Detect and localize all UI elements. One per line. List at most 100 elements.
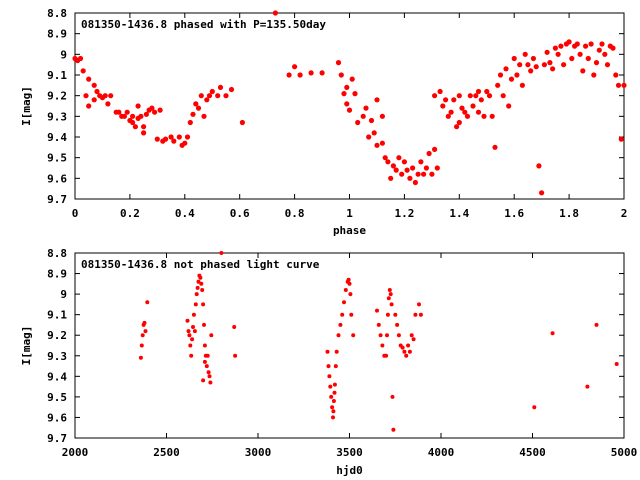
data-point [202,343,207,348]
data-point [577,51,583,57]
data-point [593,60,600,66]
x-tick-label: 1.2 [394,207,414,220]
data-point [187,333,192,338]
data-point [341,91,347,97]
data-point [308,70,314,76]
data-point [124,109,130,115]
data-point [596,47,602,53]
data-point [219,251,224,255]
data-point [566,39,572,45]
data-point [517,62,523,68]
y-tick-label: 9.1 [47,69,67,82]
data-point [484,88,490,95]
top-x-axis-label: phase [333,224,366,237]
data-point [385,159,391,165]
data-point [418,159,424,165]
data-point [83,93,89,99]
data-point [352,91,358,97]
data-point [434,165,440,171]
data-point [555,51,561,57]
data-point [591,72,597,78]
x-tick-label: 5000 [611,446,638,459]
data-point [171,138,177,144]
data-point [319,70,325,76]
data-point [185,318,190,323]
data-point [412,179,418,186]
data-point [152,109,158,115]
data-point [393,167,399,173]
data-point [135,103,141,109]
data-point [201,378,206,383]
data-point [437,88,443,95]
data-point [141,124,147,130]
data-point [209,333,214,338]
data-point [346,277,351,282]
data-point [396,333,401,338]
y-tick-label: 9.4 [47,131,67,144]
data-point [189,353,194,358]
data-point [417,302,421,307]
x-tick-label: 1.8 [559,207,579,220]
data-point [429,171,435,177]
data-point [440,103,446,109]
y-tick-label: 8.9 [47,268,67,281]
data-point [204,364,209,369]
data-point [195,285,200,290]
data-point [217,84,224,90]
data-point [335,60,342,66]
y-tick-label: 9.3 [47,350,67,363]
data-point [406,343,411,348]
data-point [132,124,138,130]
y-tick-label: 9.5 [47,152,67,165]
data-point [193,302,198,307]
y-tick-label: 9.2 [47,329,67,342]
data-point [105,101,111,107]
data-point [407,349,412,354]
y-tick-label: 9.2 [47,90,67,103]
data-point [199,281,204,286]
data-point [168,134,174,140]
data-point [475,109,482,115]
data-point [328,384,333,389]
data-point [190,111,196,117]
data-point [77,55,84,62]
data-point [423,165,429,171]
y-tick-label: 9.7 [47,432,67,445]
bottom-data-points [138,251,619,432]
data-point [340,312,345,317]
data-point [80,68,86,74]
data-point [388,175,394,181]
top-data-points [72,10,627,196]
data-point [486,93,493,99]
data-point [599,41,605,47]
top-plot-title: 081350-1436.8 phased with P=135.50day [81,18,326,31]
data-point [351,333,356,338]
data-point [190,337,195,342]
data-point [332,382,337,387]
top-panel: 0 0.2 0.4 0.6 0.8 1 1.2 1.4 1.6 1.8 2 8.8 8.9 9 9.1 9.2… [20,7,627,237]
data-point [528,68,534,74]
data-point [184,134,191,140]
data-point [385,312,390,317]
y-tick-label: 9.1 [47,309,67,322]
data-point [232,325,237,329]
data-point [451,97,457,103]
data-point [344,101,350,107]
data-point [334,349,339,354]
data-point [380,343,385,348]
data-point [138,355,143,360]
data-point [550,66,556,72]
data-point [508,76,515,82]
data-point [233,353,238,358]
data-point [464,113,471,119]
data-point [391,427,396,432]
data-point [385,333,389,338]
x-tick-label: 1.6 [504,207,524,220]
data-point [393,312,398,317]
data-point [343,288,348,292]
data-point [145,300,150,305]
data-point [421,171,427,177]
data-point [138,113,144,119]
x-tick-label: 4000 [428,446,455,459]
top-y-axis-label: I[mag] [20,86,33,126]
